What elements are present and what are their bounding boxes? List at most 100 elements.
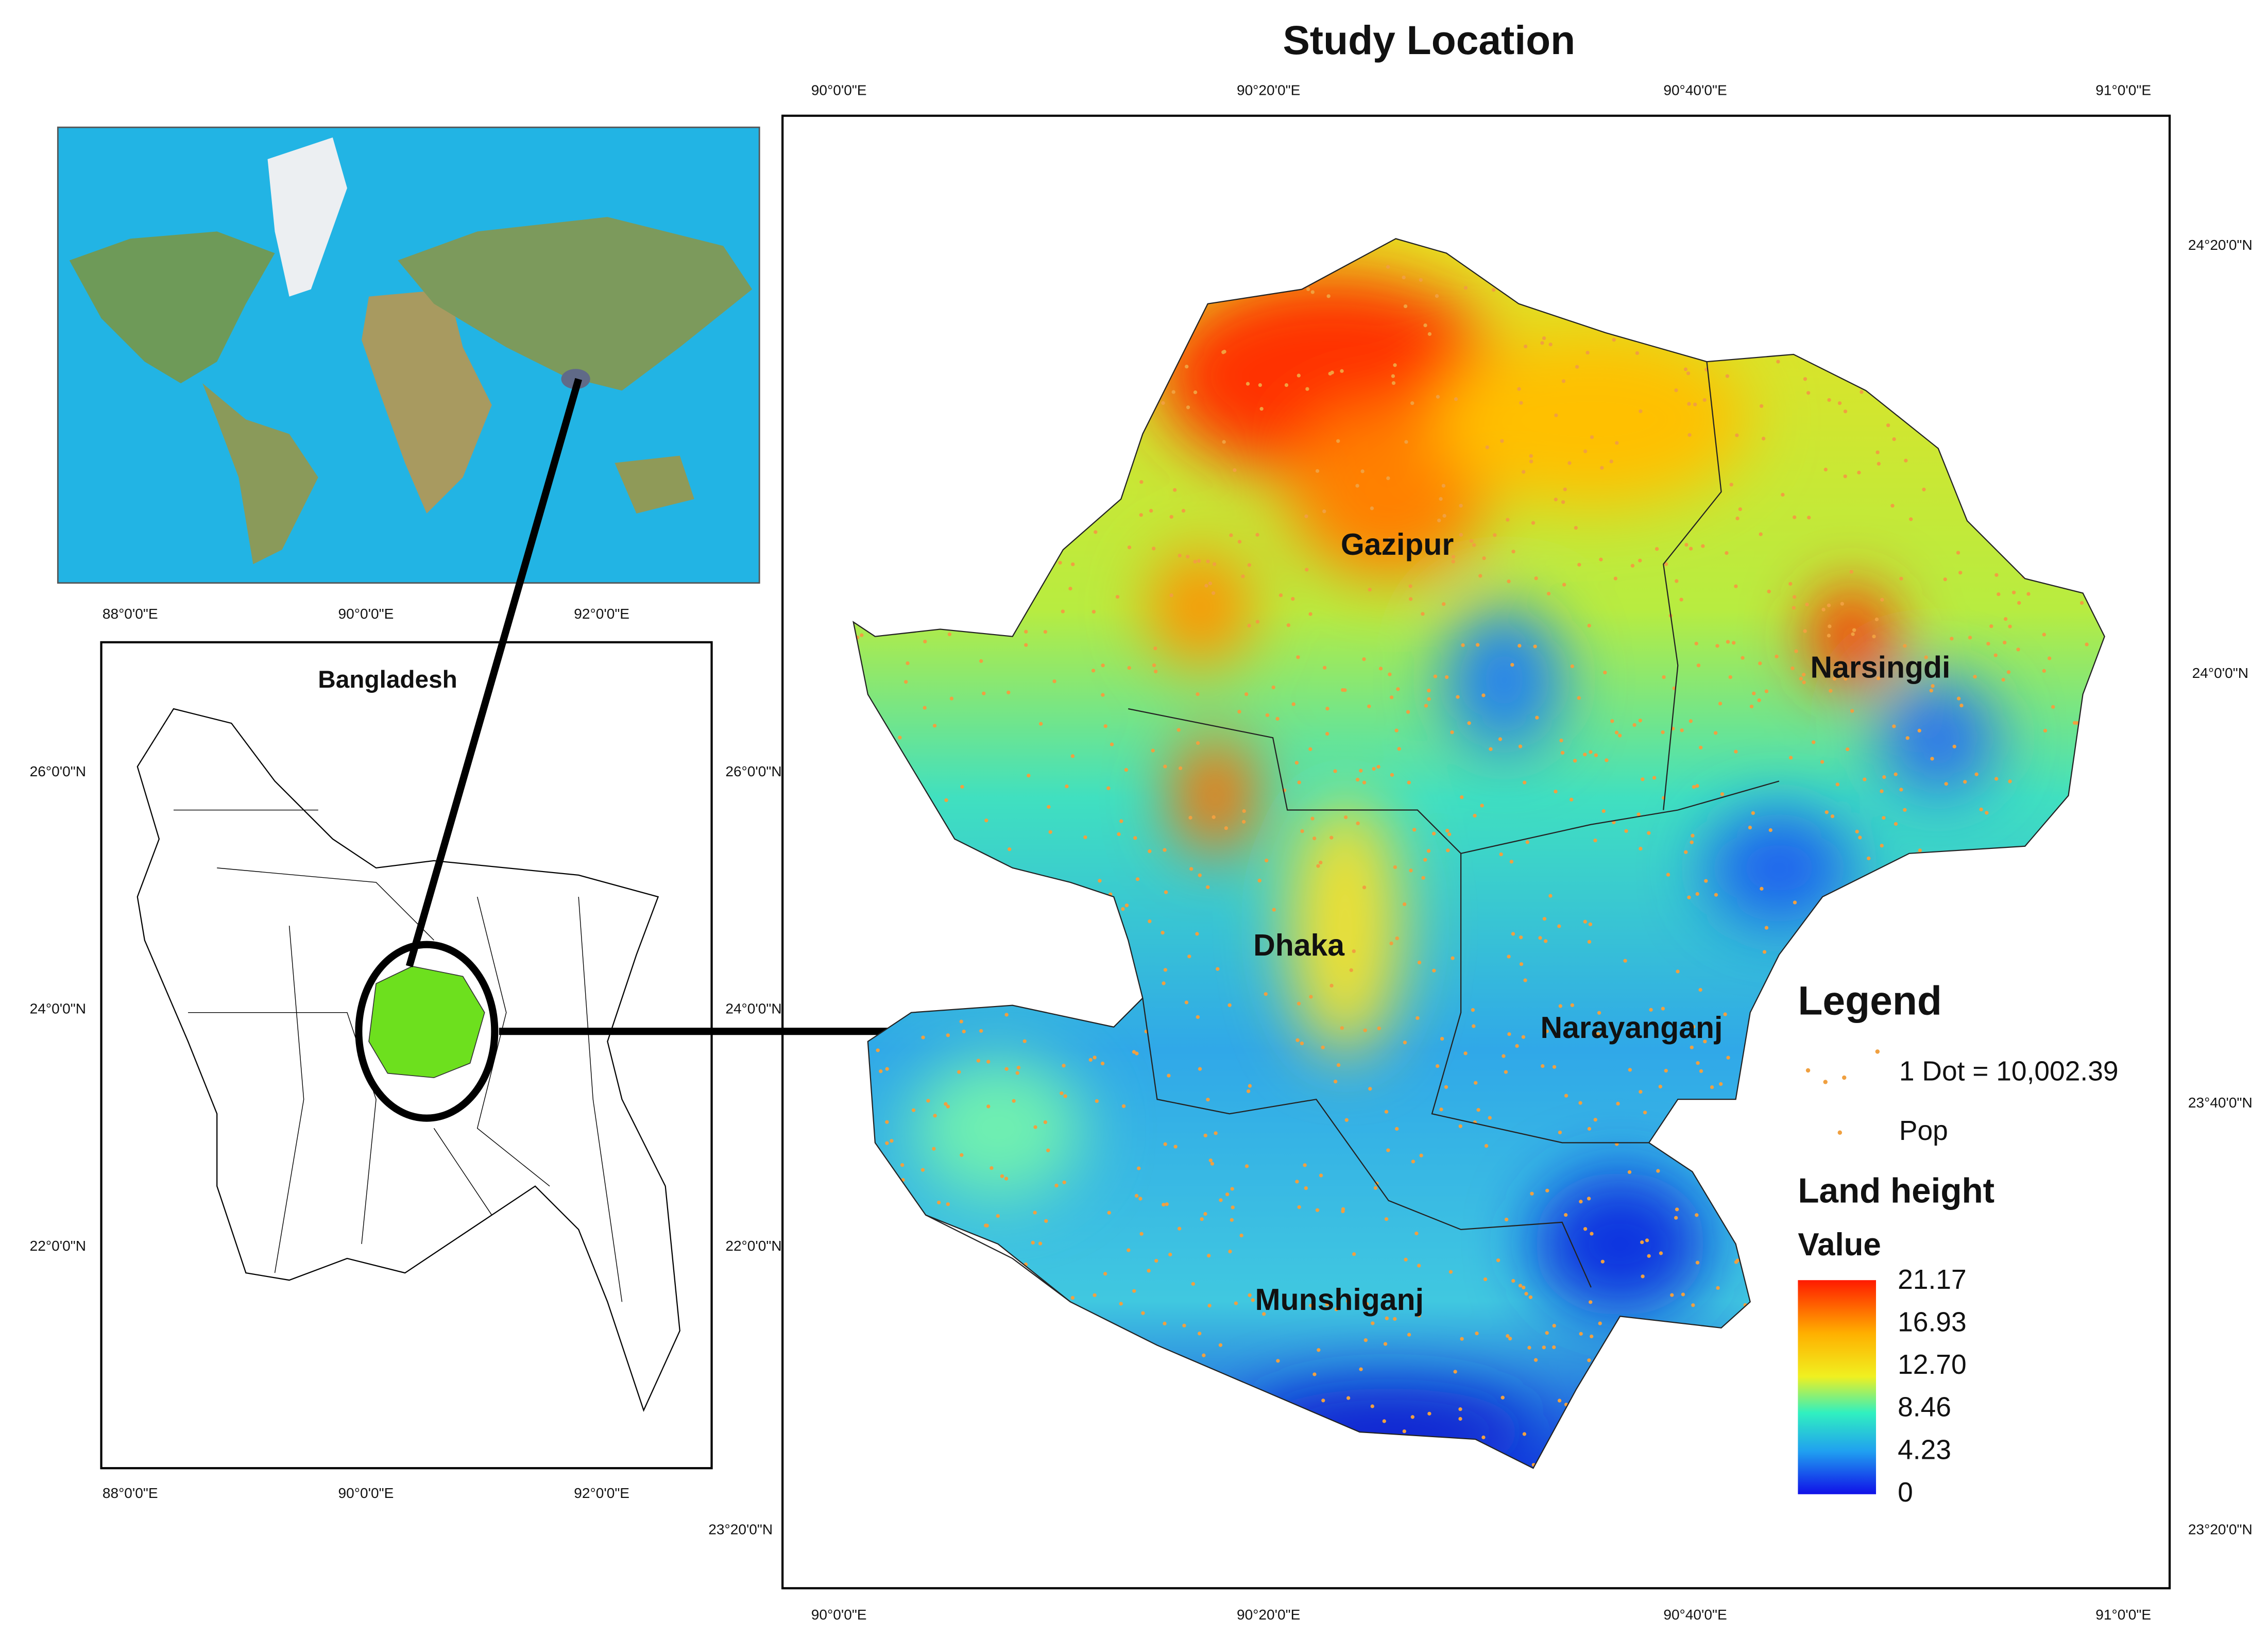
pop-dot: [1336, 1063, 1341, 1067]
pop-dot: [1437, 518, 1441, 523]
pop-dot: [1917, 728, 1921, 733]
pop-dot: [1901, 379, 1906, 383]
pop-dot: [1508, 242, 1512, 246]
pop-dot: [995, 1304, 999, 1308]
pop-dot: [1766, 312, 1770, 316]
pop-dot: [1529, 459, 1533, 464]
pop-dot: [1444, 1085, 1448, 1089]
pop-dot: [1947, 1240, 1952, 1244]
pop-dot: [1533, 644, 1537, 649]
pop-dot: [1589, 750, 1593, 754]
pop-dot: [1395, 1127, 1399, 1131]
pop-dot: [1559, 247, 1563, 251]
pop-dot: [1082, 915, 1086, 919]
pop-dot: [1725, 551, 1729, 555]
pop-dot: [1631, 1425, 1635, 1430]
pop-dot: [1516, 243, 1520, 247]
pop-dot: [1084, 940, 1088, 945]
pop-dot: [1695, 892, 1699, 896]
pop-dot: [2075, 1168, 2079, 1172]
pop-dot: [1922, 856, 1927, 860]
pop-dot: [1878, 1047, 1883, 1051]
pop-dot: [2083, 244, 2087, 248]
pop-dot: [1312, 1372, 1317, 1376]
pop-dot: [2049, 1012, 2053, 1016]
pop-dot: [1117, 832, 1121, 837]
pop-dot: [1406, 1470, 1410, 1473]
x-coord-label: 92°0'0"E: [574, 606, 629, 622]
pop-dot: [1564, 1213, 1568, 1217]
pop-dot: [1204, 584, 1208, 588]
pop-dot: [2021, 1309, 2025, 1313]
pop-dot: [2074, 242, 2079, 246]
pop-dot: [1542, 917, 1547, 921]
pop-dot: [1491, 288, 1496, 292]
pop-dot: [1322, 666, 1327, 670]
pop-dot: [1566, 1430, 1571, 1435]
pop-dot: [1024, 629, 1028, 634]
pop-dot: [1210, 1162, 1215, 1166]
pop-dot: [995, 1269, 999, 1273]
pop-dot: [1229, 533, 1233, 537]
pop-dot: [1764, 926, 1769, 930]
pop-dot: [2006, 670, 2011, 674]
pop-dot: [1879, 378, 1883, 383]
pop-dot: [1272, 908, 1276, 912]
pop-dot: [1061, 414, 1065, 418]
pop-dot: [1048, 398, 1052, 402]
pop-dot: [1636, 1436, 1641, 1440]
pop-dot: [1193, 559, 1197, 564]
pop-dot: [1133, 836, 1137, 840]
pop-dot: [1325, 731, 1329, 736]
pop-dot: [1433, 674, 1438, 678]
pop-dot: [1410, 401, 1414, 405]
pop-dot: [1882, 868, 1886, 872]
pop-dot: [2008, 251, 2012, 255]
pop-dot: [1956, 551, 1960, 555]
pop-dot: [1745, 300, 1749, 304]
pop-dot: [2048, 1416, 2052, 1420]
pop-dot: [1832, 1110, 1836, 1114]
pop-dot: [1033, 1211, 1037, 1215]
pop-dot: [848, 313, 851, 317]
pop-dot: [1161, 401, 1165, 405]
pop-dot: [1254, 242, 1258, 246]
pop-dot: [1451, 555, 1456, 559]
pop-dot: [946, 1301, 950, 1305]
pop-dot: [1047, 1307, 1051, 1311]
x-coord-label: 90°40'0"E: [1663, 82, 1727, 98]
pop-dot: [2048, 1399, 2052, 1403]
pop-dot: [1805, 602, 1809, 607]
pop-dot: [1336, 439, 1340, 443]
pop-dot: [1176, 728, 1181, 732]
pop-dot: [1000, 1174, 1004, 1178]
pop-dot: [1966, 250, 1970, 255]
x-coord-label: 91°0'0"E: [2095, 82, 2151, 98]
pop-dot: [2030, 895, 2034, 899]
pop-dot: [2021, 1214, 2025, 1218]
pop-dot: [881, 1284, 885, 1288]
pop-dot: [1524, 1291, 1528, 1296]
pop-dot: [1997, 592, 2001, 597]
pop-dot: [1915, 941, 1920, 945]
pop-dot: [1266, 247, 1270, 252]
pop-dot: [2059, 1381, 2064, 1385]
pop-dot: [1315, 1208, 1320, 1212]
pop-dot: [1008, 847, 1012, 851]
pop-dot: [900, 1163, 905, 1167]
pop-dot: [1215, 1417, 1219, 1421]
pop-dot: [976, 1059, 981, 1063]
pop-dot: [1610, 719, 1614, 723]
pop-dot: [1546, 591, 1551, 596]
pop-dot: [1319, 1173, 1323, 1178]
pop-dot: [1070, 754, 1075, 758]
pop-dot: [1171, 390, 1175, 394]
pop-dot: [1518, 744, 1523, 748]
pop-dot: [1061, 1329, 1066, 1333]
pop-dot: [1993, 1282, 1998, 1286]
pop-dot: [1426, 849, 1431, 853]
pop-dot: [1729, 483, 1733, 487]
pop-dot: [986, 859, 990, 863]
pop-dot: [1470, 1461, 1475, 1465]
pop-dot: [1200, 1217, 1204, 1221]
